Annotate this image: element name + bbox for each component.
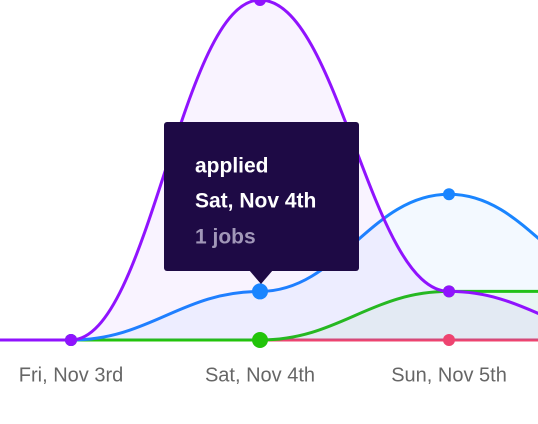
tooltip-series: applied	[195, 155, 269, 178]
series-area	[0, 291, 538, 341]
data-point	[443, 334, 455, 346]
data-point	[65, 334, 77, 346]
tooltip-box	[164, 122, 359, 271]
tooltip-pointer	[249, 270, 273, 284]
data-point	[443, 188, 455, 201]
tooltip: applied Sat, Nov 4th 1 jobs	[164, 122, 359, 284]
data-point	[443, 285, 455, 298]
series-line	[0, 0, 538, 342]
x-tick-label: Fri, Nov 3rd	[19, 364, 123, 386]
series-area	[0, 194, 538, 340]
data-point	[252, 283, 268, 300]
data-point	[252, 332, 268, 348]
x-tick-label: Sun, Nov 5th	[391, 364, 507, 386]
data-point	[254, 0, 266, 6]
tooltip-value: 1 jobs	[195, 226, 256, 249]
x-tick-label: Sat, Nov 4th	[205, 364, 315, 386]
tooltip-date: Sat, Nov 4th	[195, 190, 316, 213]
